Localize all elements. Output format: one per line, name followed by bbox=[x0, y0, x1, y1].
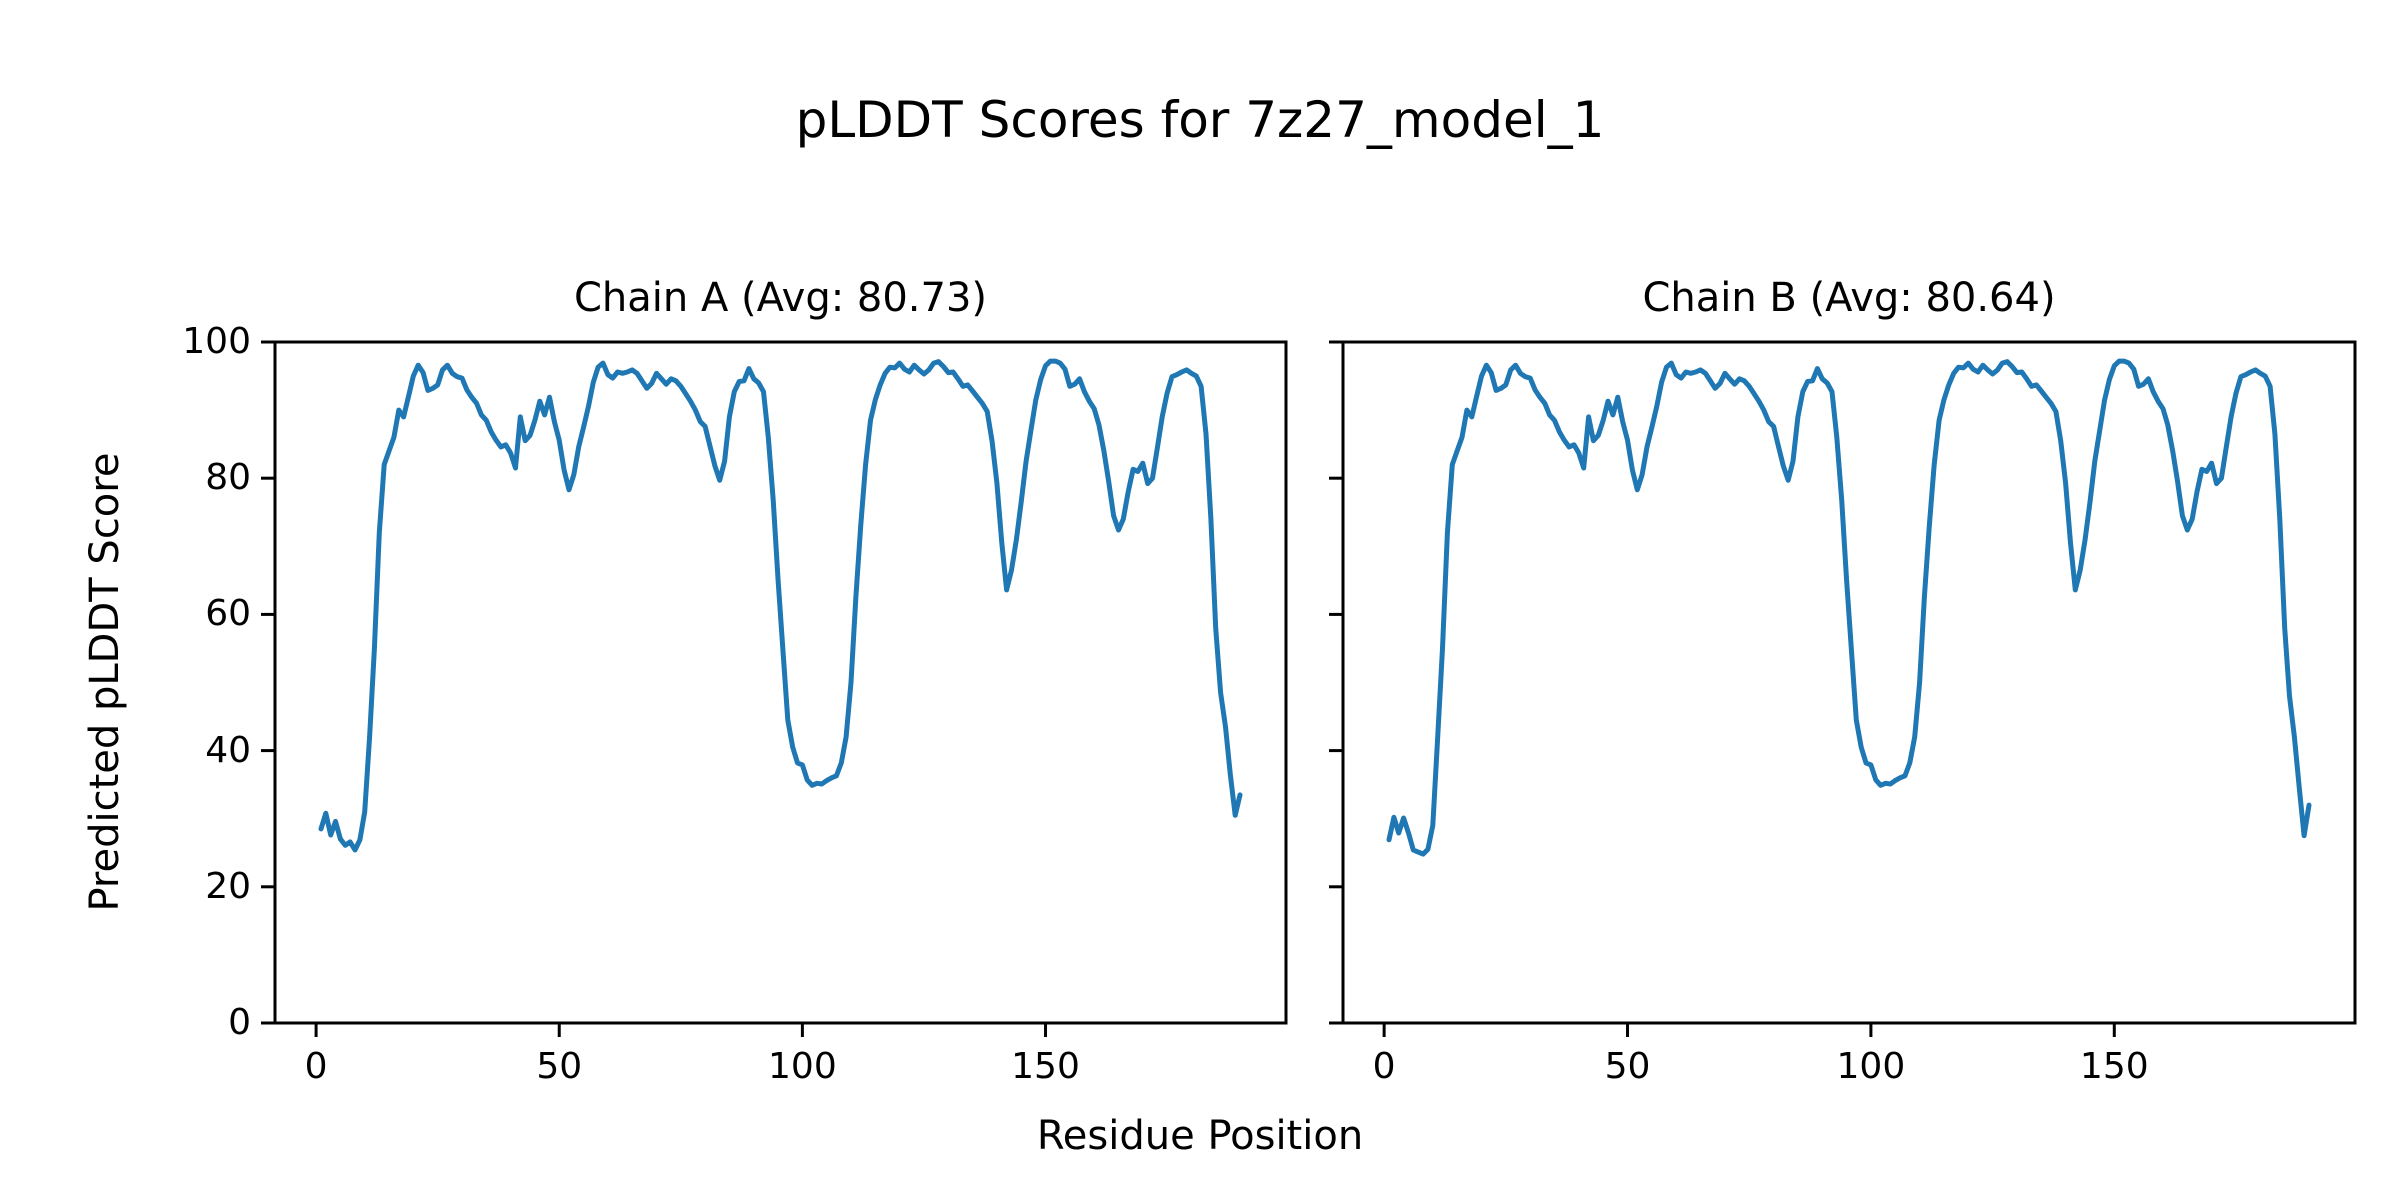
y-tick-label: 80 bbox=[205, 457, 251, 499]
chain-b-plot bbox=[1329, 340, 2357, 1037]
plddt-line-chain-b bbox=[1386, 358, 2312, 857]
figure-title: pLDDT Scores for 7z27_model_1 bbox=[795, 91, 1605, 149]
x-tick-label: 100 bbox=[1836, 1046, 1906, 1087]
y-tick-label: 20 bbox=[205, 865, 251, 907]
axes-frame bbox=[273, 340, 1288, 1025]
x-tick-label: 0 bbox=[1372, 1046, 1396, 1087]
x-tick-label: 0 bbox=[304, 1046, 328, 1087]
x-tick-label: 50 bbox=[1604, 1046, 1651, 1087]
chain-a-plot bbox=[261, 340, 1288, 1037]
x-tick-label: 150 bbox=[2079, 1046, 2149, 1087]
x-axis-label: Residue Position bbox=[1036, 1113, 1364, 1159]
y-tick-label: 0 bbox=[228, 1002, 251, 1043]
x-tick-label: 50 bbox=[536, 1046, 583, 1087]
x-tick-label: 100 bbox=[768, 1046, 837, 1087]
y-tick-label: 40 bbox=[205, 729, 251, 771]
y-tick-label: 60 bbox=[205, 593, 251, 635]
plddt-line-chain-a bbox=[318, 358, 1243, 853]
subplot-a-title: Chain A (Avg: 80.73) bbox=[573, 275, 988, 321]
subplot-b-title: Chain B (Avg: 80.64) bbox=[1642, 275, 2056, 321]
axes-frame bbox=[1341, 340, 2357, 1025]
y-tick-label: 100 bbox=[182, 321, 251, 362]
x-tick-label: 150 bbox=[1011, 1046, 1080, 1087]
